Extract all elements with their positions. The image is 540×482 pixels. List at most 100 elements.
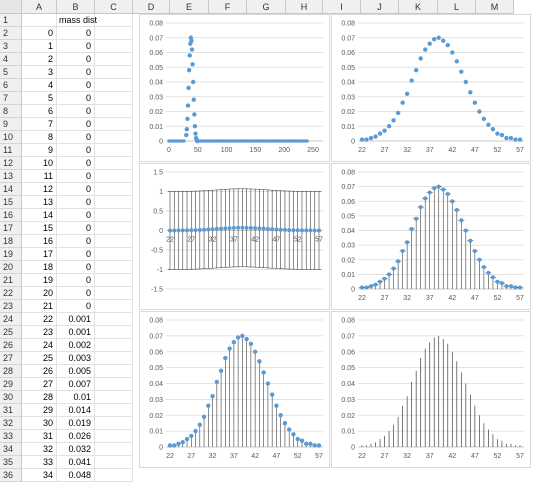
row-header[interactable]: 21 <box>0 274 22 287</box>
cell-b[interactable]: 0 <box>57 300 95 313</box>
cell-a[interactable]: 2 <box>22 53 57 66</box>
cell-a[interactable]: 0 <box>22 27 57 40</box>
column-header-a[interactable]: A <box>22 0 57 14</box>
row-header[interactable]: 29 <box>0 378 22 391</box>
cell-a[interactable]: 20 <box>22 287 57 300</box>
row-header[interactable]: 30 <box>0 391 22 404</box>
cell-c[interactable] <box>95 378 133 391</box>
cell-c[interactable] <box>95 118 133 131</box>
cell-c[interactable] <box>95 456 133 469</box>
row-header[interactable]: 10 <box>0 131 22 144</box>
row-header[interactable]: 24 <box>0 313 22 326</box>
row-header[interactable]: 28 <box>0 365 22 378</box>
cell-a[interactable]: 5 <box>22 92 57 105</box>
cell-c[interactable] <box>95 40 133 53</box>
chart-capped-drop-scatter[interactable]: 0 0.01 0.02 0.03 0.04 0.05 0.06 0.07 0.08 22 27 32 3… <box>331 163 531 310</box>
column-header-c[interactable]: C <box>95 0 133 14</box>
cell-b[interactable]: 0 <box>57 40 95 53</box>
cell-b[interactable]: 0 <box>57 157 95 170</box>
row-header[interactable]: 25 <box>0 326 22 339</box>
cell-a[interactable]: 29 <box>22 404 57 417</box>
cell-a[interactable]: 17 <box>22 248 57 261</box>
row-header[interactable]: 3 <box>0 40 22 53</box>
cell-a[interactable]: 9 <box>22 144 57 157</box>
row-header[interactable]: 34 <box>0 443 22 456</box>
cell-b[interactable]: 0 <box>57 235 95 248</box>
cell-a[interactable]: 7 <box>22 118 57 131</box>
cell-a[interactable]: 14 <box>22 209 57 222</box>
cell-a[interactable]: 1 <box>22 40 57 53</box>
cell-c[interactable] <box>95 183 133 196</box>
row-header[interactable]: 27 <box>0 352 22 365</box>
cell-c[interactable] <box>95 105 133 118</box>
cell-a[interactable]: 22 <box>22 313 57 326</box>
cell-c[interactable] <box>95 313 133 326</box>
cell-b[interactable]: 0.002 <box>57 339 95 352</box>
row-header[interactable]: 26 <box>0 339 22 352</box>
column-header-k[interactable]: K <box>399 0 438 14</box>
cell-c[interactable] <box>95 404 133 417</box>
cell-c[interactable] <box>95 443 133 456</box>
row-header[interactable]: 22 <box>0 287 22 300</box>
column-header-d[interactable]: D <box>133 0 170 14</box>
column-header-g[interactable]: G <box>247 0 286 14</box>
cell-b[interactable]: 0 <box>57 131 95 144</box>
chart-drop-lines-only[interactable]: 0 0.01 0.02 0.03 0.04 0.05 0.06 0.07 0.08 22 27 32 3… <box>331 311 531 468</box>
cell-b[interactable]: 0.026 <box>57 430 95 443</box>
cell-c[interactable] <box>95 339 133 352</box>
cell-c[interactable] <box>95 209 133 222</box>
cell-b[interactable]: 0 <box>57 196 95 209</box>
cell-c[interactable] <box>95 27 133 40</box>
cell-b[interactable]: 0 <box>57 79 95 92</box>
cell-c[interactable] <box>95 79 133 92</box>
cell-a[interactable]: 19 <box>22 274 57 287</box>
row-header[interactable]: 17 <box>0 222 22 235</box>
cell-c[interactable] <box>95 352 133 365</box>
cell-c[interactable] <box>95 14 133 27</box>
cell-c[interactable] <box>95 157 133 170</box>
cell-a[interactable]: 31 <box>22 430 57 443</box>
row-header[interactable]: 14 <box>0 183 22 196</box>
cell-b[interactable]: 0.041 <box>57 456 95 469</box>
cell-b[interactable]: 0 <box>57 144 95 157</box>
header-cell-mass-dist[interactable]: mass dist <box>57 14 98 27</box>
cell-a[interactable]: 4 <box>22 79 57 92</box>
cell-a[interactable]: 10 <box>22 157 57 170</box>
row-header[interactable]: 7 <box>0 92 22 105</box>
cell-c[interactable] <box>95 274 133 287</box>
cell-c[interactable] <box>95 430 133 443</box>
row-header[interactable]: 23 <box>0 300 22 313</box>
cell-a[interactable]: 21 <box>22 300 57 313</box>
select-all-corner[interactable] <box>0 0 22 14</box>
cell-b[interactable]: 0.001 <box>57 313 95 326</box>
cell-b[interactable]: 0 <box>57 287 95 300</box>
cell-a[interactable]: 15 <box>22 222 57 235</box>
cell-b[interactable]: 0 <box>57 66 95 79</box>
row-header[interactable]: 35 <box>0 456 22 469</box>
cell-b[interactable]: 0.007 <box>57 378 95 391</box>
chart-drop-line-scatter[interactable]: 0 0.01 0.02 0.03 0.04 0.05 0.06 0.07 0.08 22 27 32 3… <box>139 311 330 468</box>
row-header[interactable]: 13 <box>0 170 22 183</box>
cell-b[interactable]: 0.019 <box>57 417 95 430</box>
column-header-j[interactable]: J <box>361 0 399 14</box>
cell-c[interactable] <box>95 235 133 248</box>
column-header-m[interactable]: M <box>476 0 514 14</box>
cell-b[interactable]: 0 <box>57 53 95 66</box>
row-header[interactable]: 18 <box>0 235 22 248</box>
cell-c[interactable] <box>95 196 133 209</box>
cell-a[interactable]: 3 <box>22 66 57 79</box>
cell-b[interactable]: 0.032 <box>57 443 95 456</box>
cell-c[interactable] <box>95 287 133 300</box>
cell-a[interactable]: 12 <box>22 183 57 196</box>
cell-a[interactable]: 11 <box>22 170 57 183</box>
cell-b[interactable]: 0 <box>57 261 95 274</box>
cell-c[interactable] <box>95 326 133 339</box>
row-header[interactable]: 15 <box>0 196 22 209</box>
cell-a[interactable]: 26 <box>22 365 57 378</box>
cell-b[interactable]: 0.01 <box>57 391 95 404</box>
cell-b[interactable]: 0.005 <box>57 365 95 378</box>
cell-b[interactable]: 0 <box>57 27 95 40</box>
cell-a[interactable]: 25 <box>22 352 57 365</box>
row-header[interactable]: 5 <box>0 66 22 79</box>
cell-c[interactable] <box>95 300 133 313</box>
